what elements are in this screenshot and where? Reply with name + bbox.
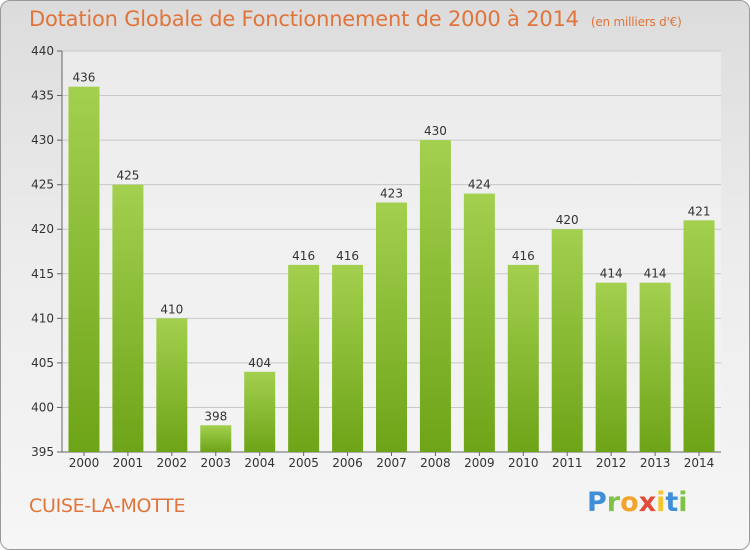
x-tick-label: 2009 bbox=[464, 456, 495, 470]
bar bbox=[419, 140, 451, 452]
x-tick-label: 2013 bbox=[640, 456, 671, 470]
y-tick-label: 425 bbox=[31, 178, 54, 192]
y-tick-label: 435 bbox=[31, 89, 54, 103]
x-tick-label: 2011 bbox=[552, 456, 583, 470]
bar-value-label: 436 bbox=[73, 71, 96, 85]
y-tick-label: 395 bbox=[31, 445, 54, 459]
y-tick-label: 400 bbox=[31, 400, 54, 414]
x-tick-label: 2005 bbox=[288, 456, 319, 470]
x-tick-label: 2008 bbox=[420, 456, 451, 470]
logo-letter: o bbox=[620, 487, 639, 518]
bar bbox=[112, 184, 144, 452]
bar-value-label: 416 bbox=[292, 249, 315, 263]
y-tick-label: 405 bbox=[31, 356, 54, 370]
bar-value-label: 416 bbox=[336, 249, 359, 263]
bar bbox=[288, 264, 320, 452]
bar bbox=[156, 318, 188, 452]
x-tick-label: 2003 bbox=[200, 456, 231, 470]
bar-value-label: 410 bbox=[160, 302, 183, 316]
y-tick-label: 430 bbox=[31, 133, 54, 147]
bar bbox=[244, 371, 276, 452]
bar-value-label: 421 bbox=[688, 204, 711, 218]
bar-value-label: 416 bbox=[512, 249, 535, 263]
logo-letter: x bbox=[638, 487, 657, 518]
bar-value-label: 430 bbox=[424, 124, 447, 138]
x-tick-label: 2010 bbox=[508, 456, 539, 470]
bar-value-label: 425 bbox=[116, 169, 139, 183]
logo-letter: t bbox=[665, 487, 679, 518]
bar bbox=[332, 264, 364, 452]
bar bbox=[639, 282, 671, 452]
bar bbox=[683, 220, 715, 452]
y-tick-label: 420 bbox=[31, 222, 54, 236]
y-tick-label: 410 bbox=[31, 311, 54, 325]
logo-letter: i bbox=[678, 487, 688, 518]
y-tick-label: 440 bbox=[31, 44, 54, 58]
bar bbox=[551, 229, 583, 452]
x-tick-label: 2006 bbox=[332, 456, 363, 470]
proxiti-logo: Proxiti bbox=[587, 487, 697, 527]
x-tick-label: 2001 bbox=[113, 456, 144, 470]
x-tick-label: 2007 bbox=[376, 456, 407, 470]
bar bbox=[376, 202, 407, 452]
logo-letter: P bbox=[587, 487, 607, 518]
x-tick-label: 2004 bbox=[244, 456, 275, 470]
bar-value-label: 414 bbox=[600, 267, 623, 281]
x-tick-label: 2002 bbox=[157, 456, 188, 470]
y-tick-label: 415 bbox=[31, 267, 54, 281]
bar-value-label: 414 bbox=[644, 267, 667, 281]
bar bbox=[463, 193, 495, 453]
bar-value-label: 423 bbox=[380, 186, 403, 200]
bar-value-label: 398 bbox=[204, 409, 227, 423]
commune-name: CUISE-LA-MOTTE bbox=[29, 495, 186, 517]
bar bbox=[595, 282, 627, 452]
bar bbox=[200, 425, 232, 452]
chart-title: Dotation Globale de Fonctionnement de 20… bbox=[29, 7, 682, 31]
logo-letter: r bbox=[606, 487, 621, 518]
x-tick-label: 2012 bbox=[596, 456, 627, 470]
chart-unit-note: (en milliers d'€) bbox=[590, 15, 682, 29]
bar bbox=[507, 264, 539, 452]
bar bbox=[68, 86, 100, 453]
chart-title-text: Dotation Globale de Fonctionnement de 20… bbox=[29, 7, 579, 31]
bar-value-label: 424 bbox=[468, 178, 491, 192]
bar-value-label: 404 bbox=[248, 356, 271, 370]
x-tick-label: 2014 bbox=[684, 456, 715, 470]
x-tick-label: 2000 bbox=[69, 456, 100, 470]
bar-value-label: 420 bbox=[556, 213, 579, 227]
logo-letter: i bbox=[656, 487, 666, 518]
